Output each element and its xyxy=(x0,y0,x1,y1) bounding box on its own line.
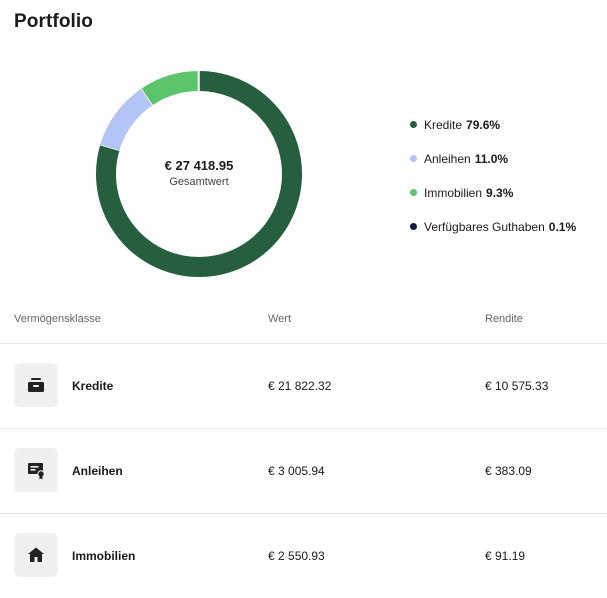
column-header-return: Rendite xyxy=(485,313,523,325)
column-header-value: Wert xyxy=(268,313,291,325)
table-row[interactable]: Anleihen € 3 005.94 € 383.09 xyxy=(0,428,607,513)
legend-label: Anleihen xyxy=(424,152,471,166)
table-row[interactable]: Immobilien € 2 550.93 € 91.19 xyxy=(0,513,607,598)
asset-name: Anleihen xyxy=(72,464,123,478)
legend-item-guthaben: Verfügbares Guthaben 0.1% xyxy=(410,218,576,235)
asset-value: € 3 005.94 xyxy=(268,464,325,478)
legend-label: Kredite xyxy=(424,118,462,132)
legend-percent: 9.3% xyxy=(486,186,513,200)
asset-table: Kredite € 21 822.32 € 10 575.33 Anleihen… xyxy=(0,343,607,598)
chart-legend: Kredite 79.6% Anleihen 11.0% Immobilien … xyxy=(410,116,576,252)
house-icon xyxy=(14,533,58,577)
donut-center: € 27 418.95 Gesamtwert xyxy=(95,70,303,278)
page-title: Portfolio xyxy=(14,11,93,33)
asset-value: € 21 822.32 xyxy=(268,379,331,393)
total-value: € 27 418.95 xyxy=(165,158,234,173)
legend-label: Verfügbares Guthaben xyxy=(424,220,545,234)
table-row[interactable]: Kredite € 21 822.32 € 10 575.33 xyxy=(0,343,607,428)
asset-return: € 383.09 xyxy=(485,464,532,478)
asset-name: Immobilien xyxy=(72,549,135,563)
total-label: Gesamtwert xyxy=(169,176,228,188)
asset-return: € 91.19 xyxy=(485,549,525,563)
legend-percent: 79.6% xyxy=(466,118,500,132)
column-header-asset-class: Vermögensklasse xyxy=(14,313,101,325)
legend-percent: 11.0% xyxy=(475,152,508,166)
legend-dot xyxy=(410,155,417,162)
certificate-icon xyxy=(14,448,58,492)
asset-return: € 10 575.33 xyxy=(485,379,548,393)
legend-label: Immobilien xyxy=(424,186,482,200)
legend-item-immobilien: Immobilien 9.3% xyxy=(410,184,576,201)
legend-dot xyxy=(410,121,417,128)
legend-item-anleihen: Anleihen 11.0% xyxy=(410,150,576,167)
legend-percent: 0.1% xyxy=(549,220,576,234)
asset-value: € 2 550.93 xyxy=(268,549,325,563)
legend-item-kredite: Kredite 79.6% xyxy=(410,116,576,133)
asset-name: Kredite xyxy=(72,379,113,393)
wallet-icon xyxy=(14,363,58,407)
legend-dot xyxy=(410,189,417,196)
legend-dot xyxy=(410,223,417,230)
portfolio-donut-chart: € 27 418.95 Gesamtwert xyxy=(95,70,303,278)
